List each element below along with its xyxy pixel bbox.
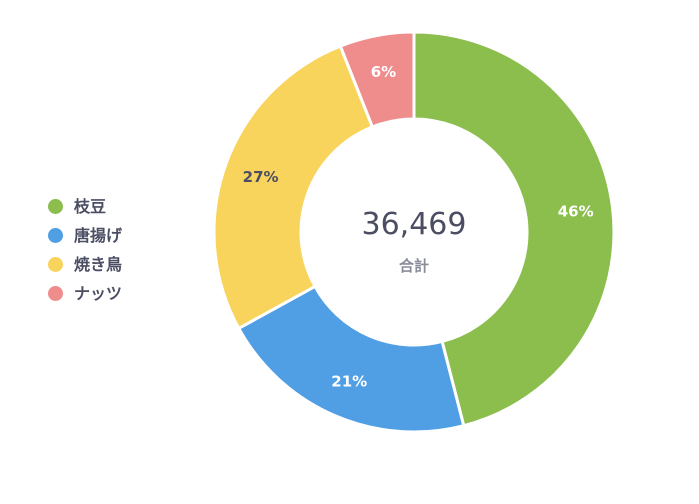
slice-nuts[interactable] xyxy=(338,30,416,129)
legend-item-edamame[interactable]: 枝豆 xyxy=(48,192,168,221)
center-total-value: 36,469 xyxy=(361,207,467,242)
center-total-caption: 合計 xyxy=(398,257,429,275)
legend-color-dot xyxy=(48,257,63,272)
legend-label: 枝豆 xyxy=(74,196,107,216)
slice-yakitori[interactable] xyxy=(212,44,375,331)
legend-color-dot xyxy=(48,286,63,301)
slice-label-karaage: 21% xyxy=(331,373,367,391)
legend-label: ナッツ xyxy=(74,283,123,303)
slice-edamame[interactable] xyxy=(412,30,616,428)
slice-karaage[interactable] xyxy=(236,284,466,434)
legend-item-nuts[interactable]: ナッツ xyxy=(48,279,168,308)
legend-label: 唐揚げ xyxy=(74,225,123,245)
legend-color-dot xyxy=(48,199,63,214)
slice-label-edamame: 46% xyxy=(558,203,594,221)
legend-label: 焼き鳥 xyxy=(74,254,123,274)
legend-color-dot xyxy=(48,228,63,243)
legend-item-karaage[interactable]: 唐揚げ xyxy=(48,221,168,250)
slice-label-yakitori: 27% xyxy=(243,168,279,186)
chart-legend: 枝豆 唐揚げ 焼き鳥 ナッツ xyxy=(48,192,168,308)
legend-item-yakitori[interactable]: 焼き鳥 xyxy=(48,250,168,279)
slice-label-nuts: 6% xyxy=(371,63,396,81)
